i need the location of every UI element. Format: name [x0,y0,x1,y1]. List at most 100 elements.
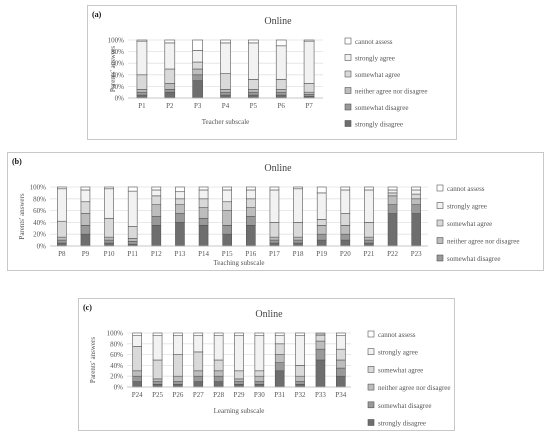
bar-segment [246,216,256,226]
bar-segment [164,89,176,93]
legend-swatch [344,87,352,94]
x-tick-label: P16 [245,250,256,258]
y-tick-label: 20% [110,373,123,381]
bar-segment [132,335,142,347]
legend-label: somewhat agree [447,220,492,228]
bar-segment [364,222,374,238]
bar-segment [293,242,303,247]
legend-swatch [367,366,375,373]
bar-segment [248,89,259,93]
bar-segment [136,94,148,99]
bar-segment [316,186,327,194]
bar-segment [193,370,204,377]
legend-label: somewhat disagree [355,104,408,112]
bar-segment [152,378,163,382]
bar-segment [248,39,259,44]
bar-segment [364,236,374,241]
bar-segment [104,217,114,238]
bar-segment [151,195,162,205]
bar-segment [364,186,374,191]
bar-segment [254,381,265,385]
bar-segment [192,74,203,81]
bar-segment [104,188,114,219]
legend-swatch [367,330,375,338]
x-tick-label: P19 [316,250,327,258]
legend-swatch [436,254,444,262]
bar-segment [303,91,315,95]
bar-segment [175,186,185,193]
bar-segment [234,378,244,382]
x-tick-label: P10 [104,250,115,258]
bar-segment [104,236,114,241]
bar-segment [151,189,162,197]
bar-segment [132,381,142,388]
bar-segment [269,189,280,223]
x-tick-label: P1 [138,102,146,110]
bar-segment [57,239,67,244]
bar-segment [254,375,265,382]
bar-segment [248,79,259,90]
bar-segment [336,335,346,350]
bar-segment [275,45,287,80]
bar-segment [164,39,176,44]
bar-segment [411,213,421,247]
bar-segment [222,233,232,247]
bar-segment [275,39,287,47]
bar-segment [274,370,285,388]
bar-segment [57,236,67,241]
bar-segment [295,365,305,377]
bar-segment [411,204,421,214]
bar-segment [127,190,138,227]
bar-segment [152,335,163,361]
bar-segment [132,370,142,377]
bar-segment [220,91,231,96]
bar-segment [316,239,327,247]
bar-segment [173,384,183,388]
bar-segment [193,351,204,372]
bar-segment [246,198,256,208]
bar-segment [136,74,148,90]
legend-swatch [344,120,352,127]
bar-segment [80,225,91,235]
bar-segment [193,332,204,337]
chart-c: 0% 20% 40% 60% 80% 100% Parents' answers P24 P25… [89,330,451,428]
bar-segment [387,186,398,191]
bar-segment [136,40,148,76]
bar-segment [315,335,326,342]
bar-segment [315,359,326,388]
bar-segment [151,204,162,217]
bar-segment [246,225,256,247]
bar-segment [220,42,231,74]
y-tick-label: 0% [115,95,125,103]
x-tick-label: P3 [194,102,202,110]
bar-segment [269,239,280,244]
y-axis-title: Parents' answers [109,46,117,92]
bar-segment [387,204,398,214]
bar-segment [104,239,114,244]
bar-segment [248,91,259,96]
bar-segment [315,348,326,361]
legend-label: neither agree nor disagree [447,238,520,246]
y-tick-label: 20% [111,83,124,91]
x-axis-title: Teaching subscale [213,259,264,267]
bar-segment [336,359,346,369]
bar-segment [269,242,280,247]
x-tick-label: P33 [315,391,326,399]
bar-segment [222,186,232,191]
bar-segment [193,375,204,382]
bar-segment [80,189,91,203]
x-tick-label: P12 [151,250,162,258]
legend-label: neither agree nor disagree [378,384,451,392]
bar-segment [127,226,138,239]
bar-segment [198,217,209,226]
bar-segment [234,332,244,337]
bar-segment [213,359,224,372]
bar-segment [220,94,231,99]
legend-label: strongly agree [447,203,487,211]
bar-segment [164,68,176,84]
bar-segment [104,242,114,247]
x-tick-label: P27 [193,391,204,399]
bar-segment [222,225,232,235]
bar-segment [295,332,305,337]
bar-segment [387,213,398,247]
